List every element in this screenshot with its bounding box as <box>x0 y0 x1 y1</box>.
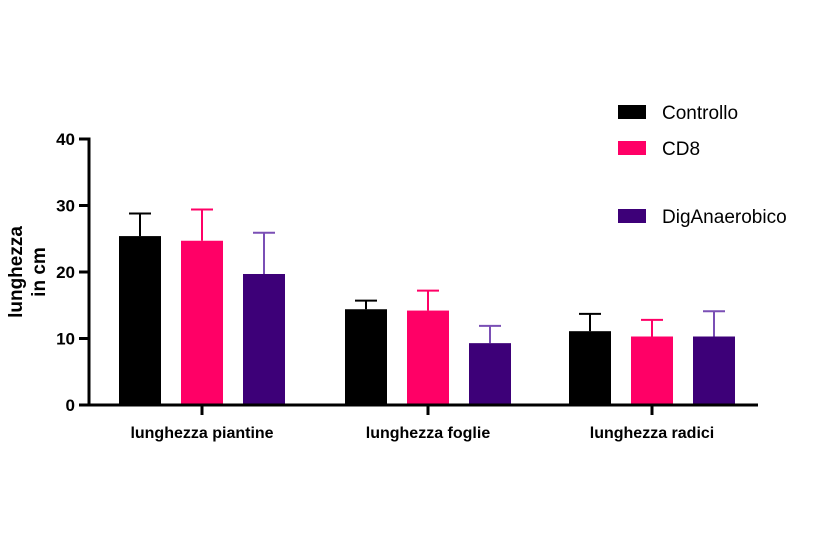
bar <box>631 336 673 405</box>
bar <box>407 310 449 405</box>
bar <box>345 309 387 405</box>
legend-swatch <box>618 141 646 155</box>
legend-swatch <box>618 105 646 119</box>
y-tick-label: 40 <box>56 130 75 149</box>
legend-swatch <box>618 209 646 223</box>
y-tick-label: 30 <box>56 197 75 216</box>
bars-layer <box>119 208 735 405</box>
legend-label: CD8 <box>662 139 700 160</box>
bar <box>243 273 285 405</box>
bar <box>569 331 611 405</box>
x-tick-label: lunghezza piantine <box>130 425 273 442</box>
bar <box>693 336 735 405</box>
bar <box>119 236 161 405</box>
y-axis-label-line2: in cm <box>29 247 50 297</box>
legend: Controllo CD8 DigAnaerobico <box>618 103 787 228</box>
y-ticks: 0 10 20 30 40 <box>56 130 89 415</box>
x-ticks: lunghezza piantine lunghezza foglie lunghe… <box>130 405 714 442</box>
bar <box>181 240 223 405</box>
y-tick-label: 20 <box>56 263 75 282</box>
bar <box>469 343 511 405</box>
y-tick-label: 10 <box>56 330 75 349</box>
x-tick-label: lunghezza foglie <box>366 425 491 442</box>
legend-label: DigAnaerobico <box>662 207 787 228</box>
y-axis-label-line1: lunghezza <box>6 226 27 318</box>
x-tick-label: lunghezza radici <box>590 425 714 442</box>
legend-label: Controllo <box>662 103 738 124</box>
y-tick-label: 0 <box>66 396 75 415</box>
